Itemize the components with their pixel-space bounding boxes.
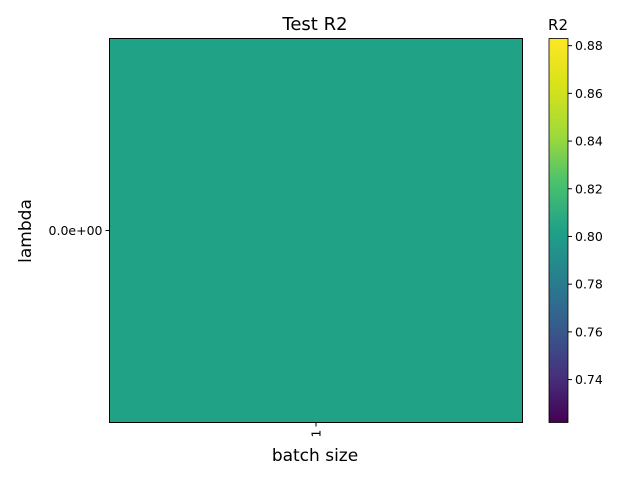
heatmap-cell xyxy=(109,38,523,423)
x-axis-label: batch size xyxy=(272,446,358,466)
colorbar-tick-label: 0.88 xyxy=(575,38,603,53)
colorbar-tick-label: 0.80 xyxy=(575,229,603,244)
colorbar xyxy=(548,38,569,423)
x-tick-label: 1 xyxy=(309,430,324,438)
y-ticks: 0.0e+00 xyxy=(49,223,110,238)
colorbar-tick-label: 0.74 xyxy=(575,372,603,387)
colorbar-ticks: 0.74 0.76 0.78 0.80 0.82 0.84 0.86 0.88 xyxy=(568,38,603,387)
colorbar-tick-label: 0.86 xyxy=(575,86,603,101)
colorbar-tick-label: 0.78 xyxy=(575,277,603,292)
colorbar-tick-label: 0.82 xyxy=(575,181,603,196)
colorbar-tick-label: 0.76 xyxy=(575,324,603,339)
colorbar-label: R2 xyxy=(548,16,568,34)
colorbar-tick-label: 0.84 xyxy=(575,134,603,149)
x-ticks: 1 xyxy=(309,422,324,438)
y-axis-label: lambda xyxy=(16,199,36,263)
chart-title: Test R2 xyxy=(281,14,347,35)
y-tick-label: 0.0e+00 xyxy=(49,223,103,238)
heatmap-cells xyxy=(109,38,523,423)
